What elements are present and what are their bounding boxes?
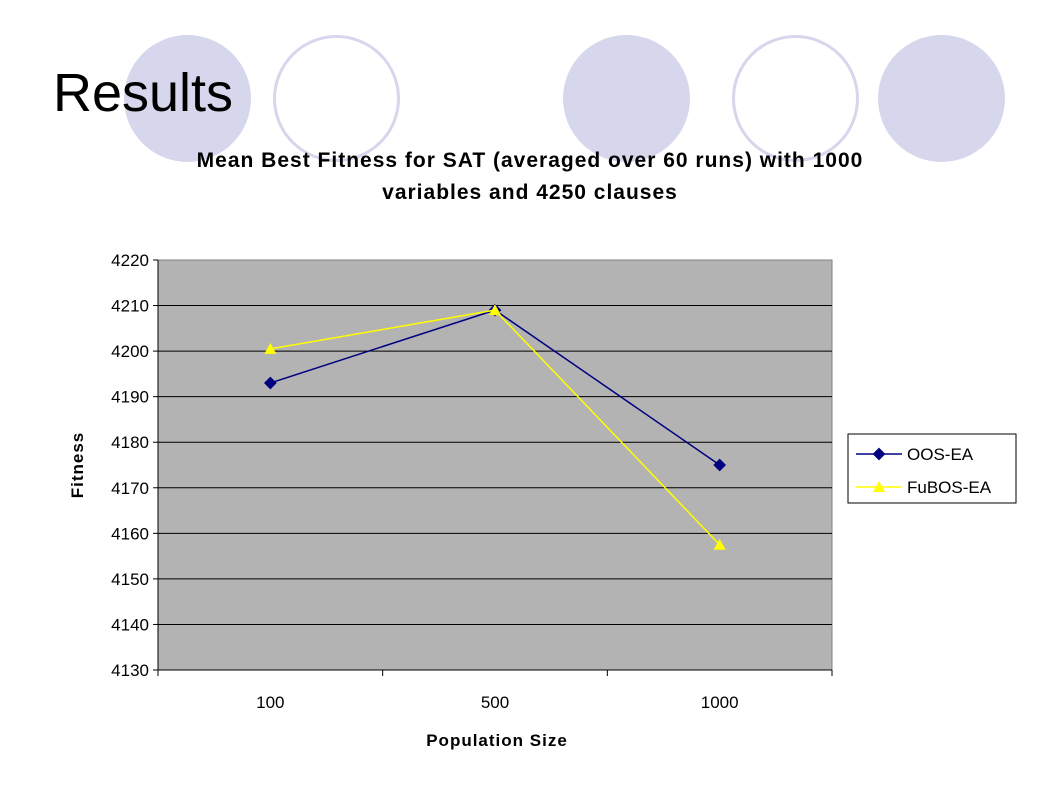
chart-title-line-2: variables and 4250 clauses — [382, 181, 678, 204]
decorative-circle-2 — [563, 35, 690, 162]
chart-title-line-1: Mean Best Fitness for SAT (averaged over… — [196, 149, 864, 172]
data-point-fubos-ea — [264, 342, 277, 354]
y-tick-label: 4160 — [111, 524, 149, 543]
y-tick-label: 4180 — [111, 433, 149, 452]
legend-label-oos-ea: OOS-EA — [907, 445, 974, 464]
y-tick-label: 4190 — [111, 388, 149, 407]
y-tick-label: 4150 — [111, 570, 149, 589]
slide-title: Results — [53, 63, 234, 123]
x-tick-label: 500 — [481, 693, 509, 712]
plot-area — [157, 259, 833, 671]
decorative-ring-2 — [732, 35, 859, 162]
legend-label-fubos-ea: FuBOS-EA — [907, 478, 992, 497]
data-point-fubos-ea — [713, 538, 726, 550]
legend: OOS-EA FuBOS-EA — [847, 433, 1017, 504]
y-axis-label: Fitness — [68, 432, 87, 499]
chart-title: Mean Best Fitness for SAT (averaged over… — [150, 145, 910, 209]
x-axis: 100 500 1000 — [157, 669, 833, 712]
y-tick-label: 4210 — [111, 297, 149, 316]
x-tick-label: 1000 — [701, 693, 739, 712]
decorative-ring-1 — [273, 35, 400, 162]
y-tick-label: 4170 — [111, 479, 149, 498]
legend-marker-fubos-ea — [873, 481, 885, 492]
decorative-circle-1 — [124, 35, 251, 162]
decorative-circle-3 — [878, 35, 1005, 162]
y-tick-label: 4220 — [111, 251, 149, 270]
data-point-fubos-ea — [489, 304, 501, 316]
data-point-oos-ea — [263, 376, 277, 390]
x-axis-label: Population Size — [426, 731, 568, 750]
y-tick-label: 4140 — [111, 615, 149, 634]
y-tick-label: 4200 — [111, 342, 149, 361]
y-axis: 4130 4140 4150 4160 4170 4180 4190 4200 4210 4220 — [111, 251, 159, 680]
y-tick-label: 4130 — [111, 661, 149, 680]
x-tick-label: 100 — [256, 693, 284, 712]
series-layer — [263, 303, 727, 550]
